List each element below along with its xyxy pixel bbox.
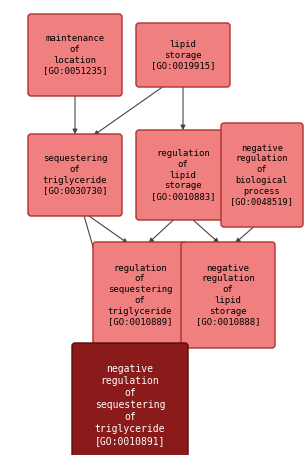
Text: regulation
of
sequestering
of
triglyceride
[GO:0010889]: regulation of sequestering of triglyceri… [108,263,172,326]
FancyBboxPatch shape [181,242,275,348]
FancyBboxPatch shape [221,123,303,227]
FancyBboxPatch shape [72,343,188,455]
FancyBboxPatch shape [136,130,230,220]
FancyBboxPatch shape [28,14,122,96]
Text: negative
regulation
of
sequestering
of
triglyceride
[GO:0010891]: negative regulation of sequestering of t… [95,364,165,446]
FancyBboxPatch shape [28,134,122,216]
Text: regulation
of
lipid
storage
[GO:0010883]: regulation of lipid storage [GO:0010883] [151,149,215,201]
FancyBboxPatch shape [93,242,187,348]
FancyBboxPatch shape [136,23,230,87]
Text: negative
regulation
of
biological
process
[GO:0048519]: negative regulation of biological proces… [231,144,293,207]
Text: sequestering
of
triglyceride
[GO:0030730]: sequestering of triglyceride [GO:0030730… [43,154,107,196]
Text: maintenance
of
location
[GO:0051235]: maintenance of location [GO:0051235] [43,35,107,76]
Text: lipid
storage
[GO:0019915]: lipid storage [GO:0019915] [151,40,215,70]
Text: negative
regulation
of
lipid
storage
[GO:0010888]: negative regulation of lipid storage [GO… [196,263,260,326]
